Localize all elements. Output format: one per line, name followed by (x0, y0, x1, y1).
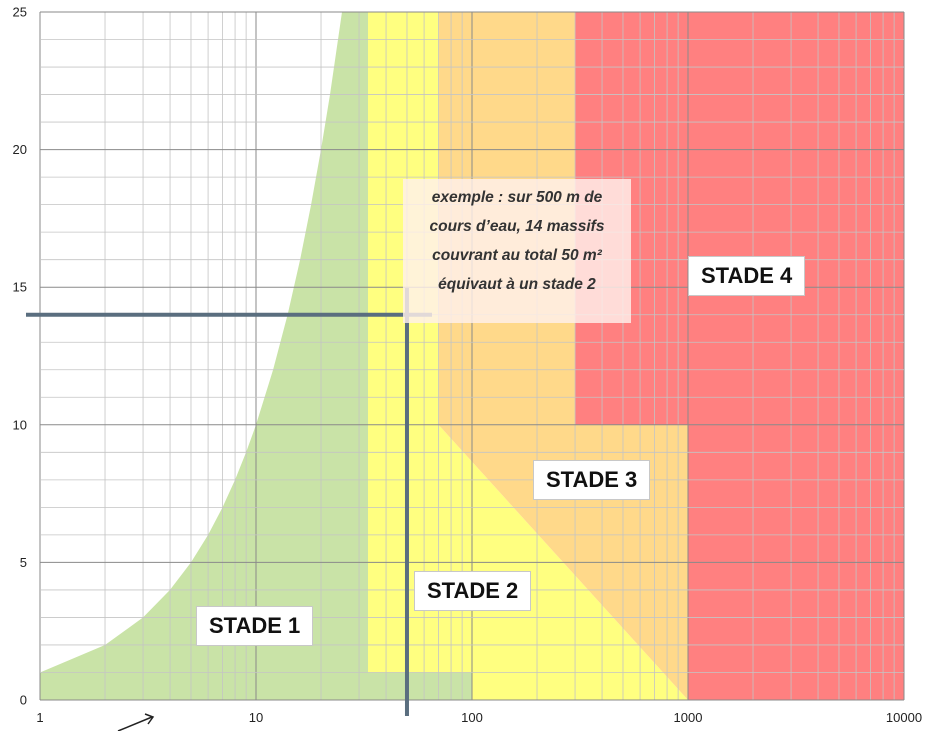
y-tick-label: 25 (13, 5, 27, 20)
y-tick-label: 20 (13, 142, 27, 157)
annotation-line: couvrant au total 50 m² (432, 247, 602, 264)
pointer-arrow (117, 713, 155, 731)
x-tick-label: 100 (461, 710, 483, 725)
annotation-line: cours d’eau, 14 massifs (429, 218, 605, 235)
y-tick-label: 5 (20, 555, 27, 570)
y-tick-label: 15 (13, 280, 27, 295)
stage-4-region (575, 12, 904, 700)
stage-1-label: STADE 1 (196, 606, 314, 646)
stage-3-label: STADE 3 (533, 460, 651, 500)
annotation-line: équivaut à un stade 2 (438, 276, 596, 293)
annotation-line: exemple : sur 500 m de (431, 189, 603, 206)
stage-2-label: STADE 2 (414, 571, 532, 611)
example-marker (26, 288, 432, 716)
x-tick-label: 1 (36, 710, 43, 725)
y-axis-ticks: 0 5 10 15 20 25 (13, 5, 27, 708)
y-tick-label: 0 (20, 693, 27, 708)
x-tick-label: 10000 (886, 710, 922, 725)
stage-2-region (368, 12, 688, 700)
y-tick-label: 10 (13, 417, 27, 432)
x-tick-label: 1000 (674, 710, 703, 725)
x-axis-ticks: 1 10 100 1000 10000 (36, 710, 922, 725)
stage-1-region (40, 12, 472, 700)
stage-4-label: STADE 4 (688, 256, 806, 296)
example-annotation: exemple : sur 500 m de cours d’eau, 14 m… (403, 179, 631, 323)
x-tick-label: 10 (249, 710, 263, 725)
